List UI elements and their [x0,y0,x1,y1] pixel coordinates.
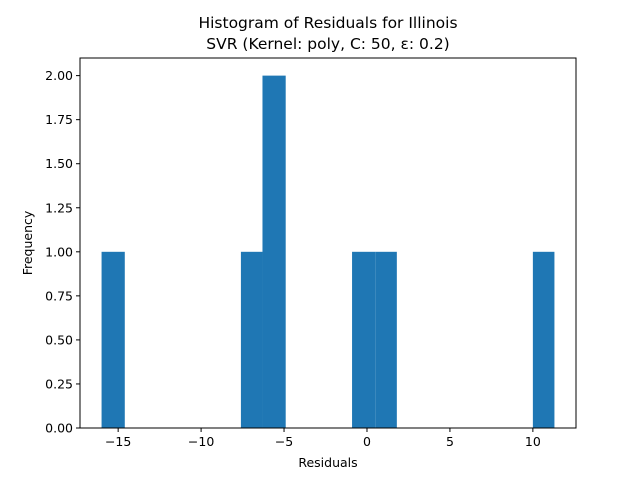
histogram-bar-2 [240,251,263,428]
x-tick-label: 5 [446,434,454,449]
histogram-bar-3 [262,75,286,428]
y-tick-label: 1.75 [45,112,73,127]
x-tick-label: −15 [105,434,131,449]
histogram-bar-4 [352,251,376,428]
bars-group [101,75,555,428]
y-tick-label: 1.50 [45,156,73,171]
y-tick-label: 0.00 [45,421,73,436]
y-axis-label: Frequency [20,210,35,275]
y-tick-label: 1.00 [45,244,73,259]
x-tick-label: −5 [275,434,293,449]
x-axis-label: Residuals [298,455,357,470]
y-tick-label: 1.25 [45,200,73,215]
y-axis-ticks: 0.00 0.25 0.50 0.75 1.00 1.25 1.50 1.75 2.00 [45,68,80,436]
chart-subtitle: SVR (Kernel: poly, C: 50, ε: 0.2) [206,35,449,53]
plot-frame [79,57,577,429]
histogram-bar-6 [532,251,555,428]
histogram-bar-1 [101,251,125,428]
x-tick-label: −10 [188,434,214,449]
y-tick-label: 0.75 [45,288,73,303]
x-axis-ticks: −15 −10 −5 0 5 10 [105,428,541,449]
x-tick-label: 10 [525,434,541,449]
chart-title: Histogram of Residuals for Illinois [198,14,457,32]
histogram-bar-5 [375,251,397,428]
y-tick-label: 0.50 [45,332,73,347]
y-tick-label: 2.00 [45,68,73,83]
y-tick-label: 0.25 [45,376,73,391]
x-tick-label: 0 [363,434,371,449]
